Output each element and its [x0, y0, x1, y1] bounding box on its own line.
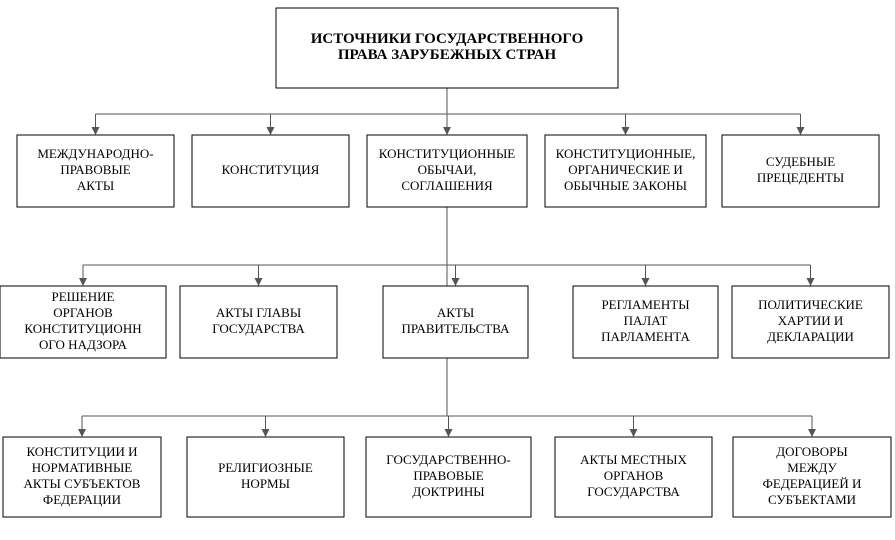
node-r1-c4-label: КОНСТИТУЦИОННЫЕ,ОРГАНИЧЕСКИЕ ИОБЫЧНЫЕ ЗА…: [556, 146, 696, 193]
hierarchy-diagram: ИСТОЧНИКИ ГОСУДАРСТВЕННОГОПРАВА ЗАРУБЕЖН…: [0, 0, 895, 540]
node-r1-c2-label: КОНСТИТУЦИЯ: [222, 162, 320, 177]
node-r3-c5-label: ДОГОВОРЫМЕЖДУФЕДЕРАЦИЕЙ ИСУБЪЕКТАМИ: [763, 444, 862, 507]
node-r1-c5-label: СУДЕБНЫЕПРЕЦЕДЕНТЫ: [757, 154, 844, 185]
node-r2-c2-label: АКТЫ ГЛАВЫГОСУДАРСТВА: [212, 305, 305, 336]
root-node-label: ИСТОЧНИКИ ГОСУДАРСТВЕННОГОПРАВА ЗАРУБЕЖН…: [311, 31, 584, 63]
